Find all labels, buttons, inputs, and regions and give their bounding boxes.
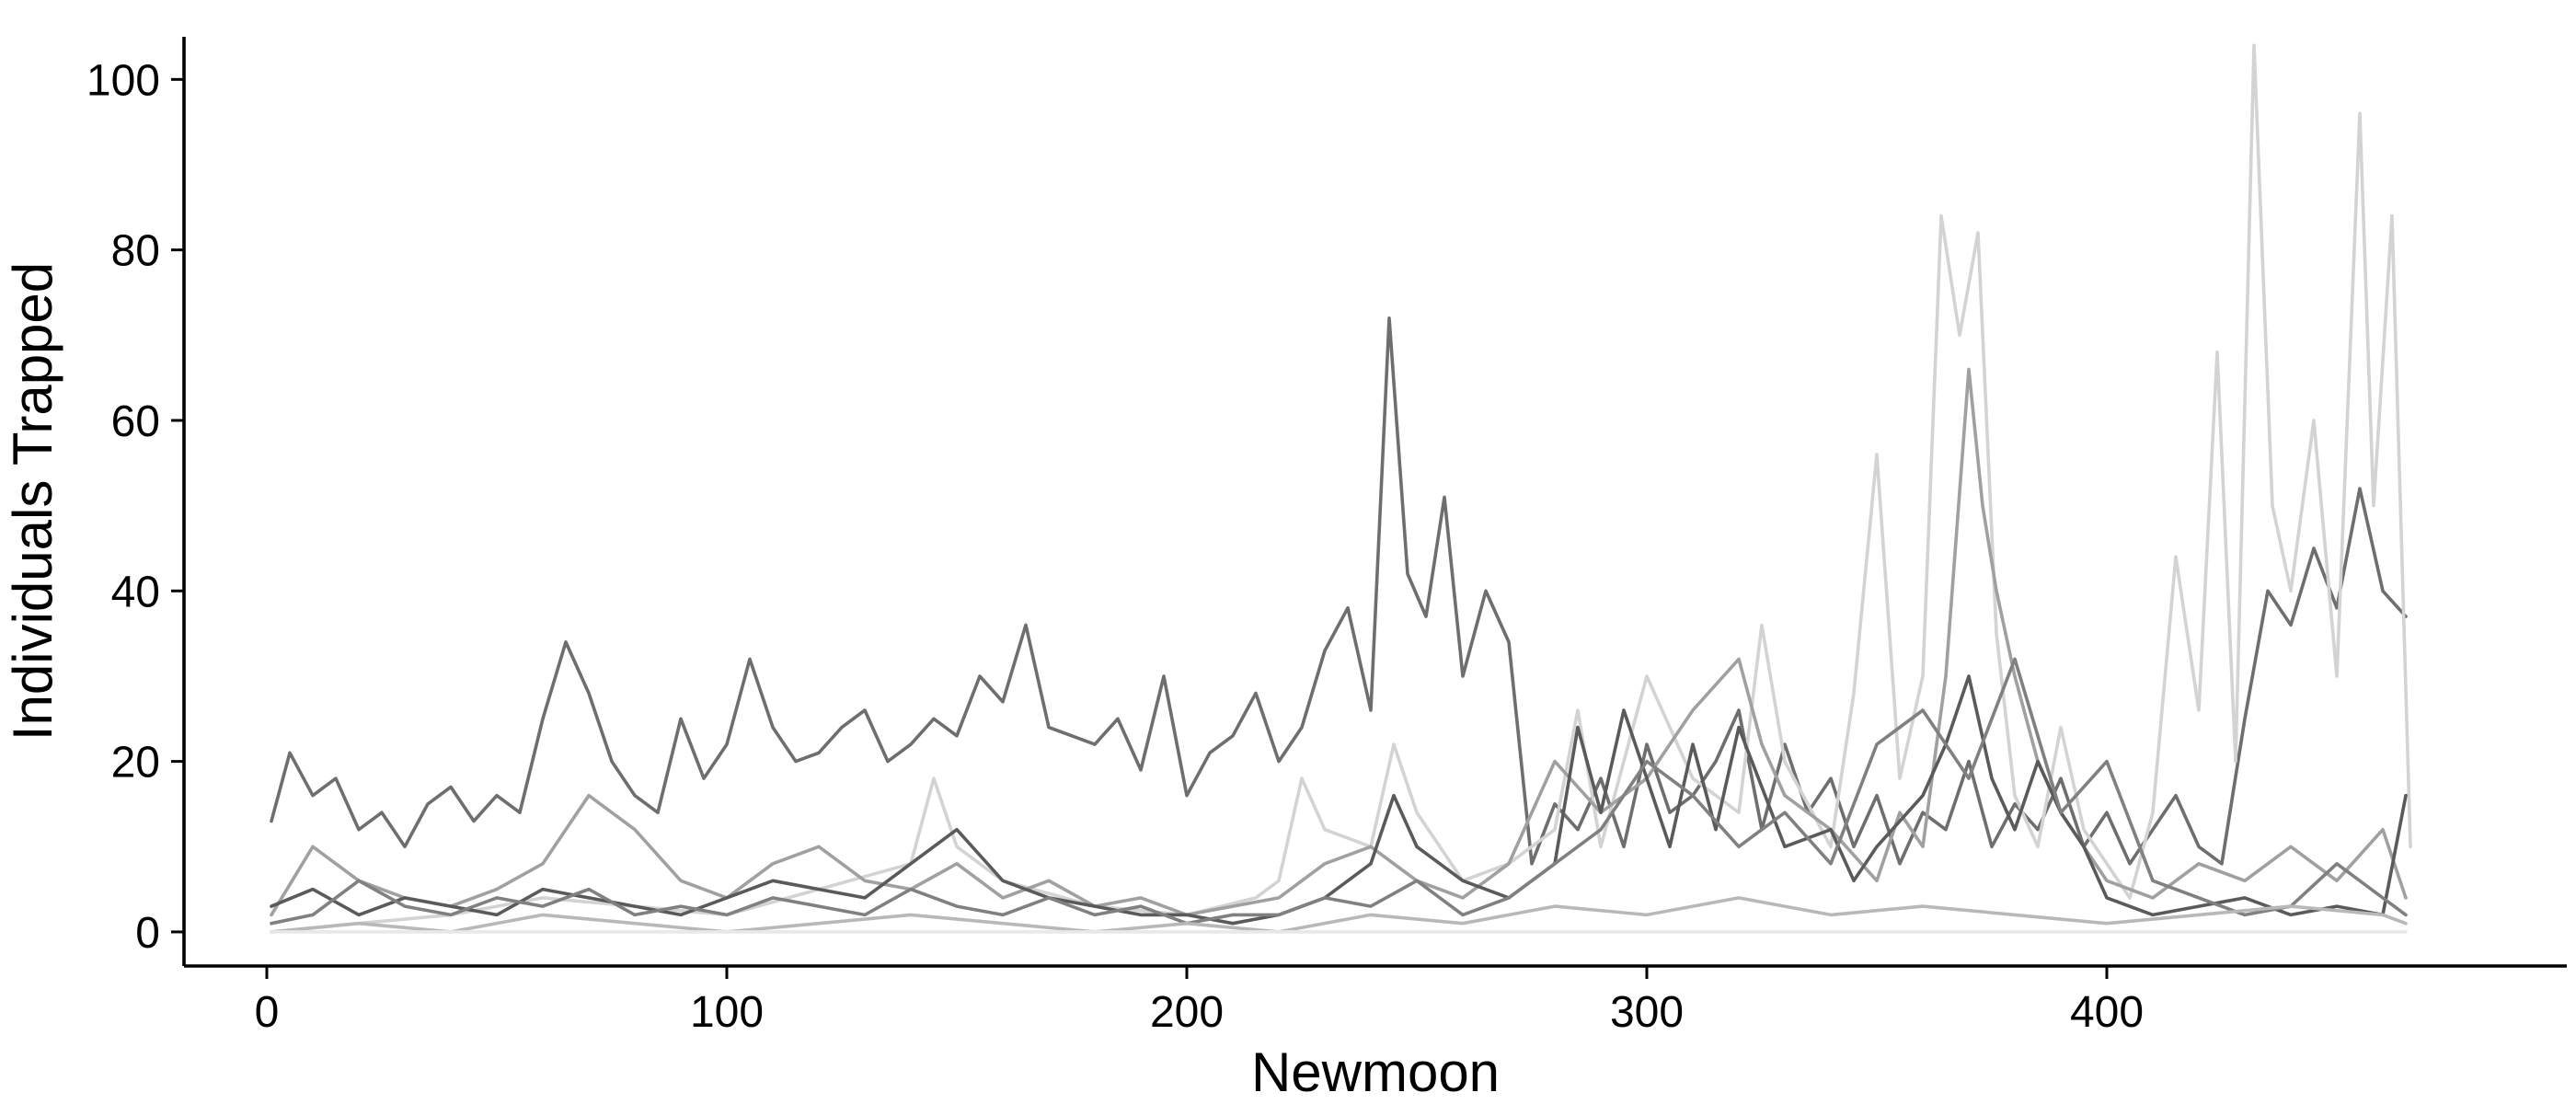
plot-lines xyxy=(270,43,2412,934)
x-tick-label: 300 xyxy=(1610,988,1684,1037)
x-tick-label: 200 xyxy=(1150,988,1224,1037)
x-tick-label: 100 xyxy=(690,988,764,1037)
x-ticks: 0 100 200 300 400 xyxy=(255,966,2144,1037)
x-tick-label: 0 xyxy=(255,988,280,1037)
y-tick-label: 40 xyxy=(111,568,160,616)
y-ticks: 0 20 40 60 80 100 xyxy=(86,56,184,958)
series-line-4 xyxy=(270,674,2408,926)
series-line-5 xyxy=(270,657,2408,926)
y-tick-label: 80 xyxy=(111,227,160,276)
y-tick-label: 60 xyxy=(111,397,160,446)
y-tick-label: 0 xyxy=(135,909,160,958)
x-axis-label: Newmoon xyxy=(1251,1041,1500,1103)
series-line-1 xyxy=(270,316,2408,866)
series-line-2 xyxy=(270,43,2412,934)
y-tick-label: 100 xyxy=(86,56,160,105)
y-tick-label: 20 xyxy=(111,739,160,788)
series-line-6 xyxy=(270,896,2408,934)
x-tick-label: 400 xyxy=(2070,988,2144,1037)
y-axis-label: Individuals Trapped xyxy=(2,262,63,741)
